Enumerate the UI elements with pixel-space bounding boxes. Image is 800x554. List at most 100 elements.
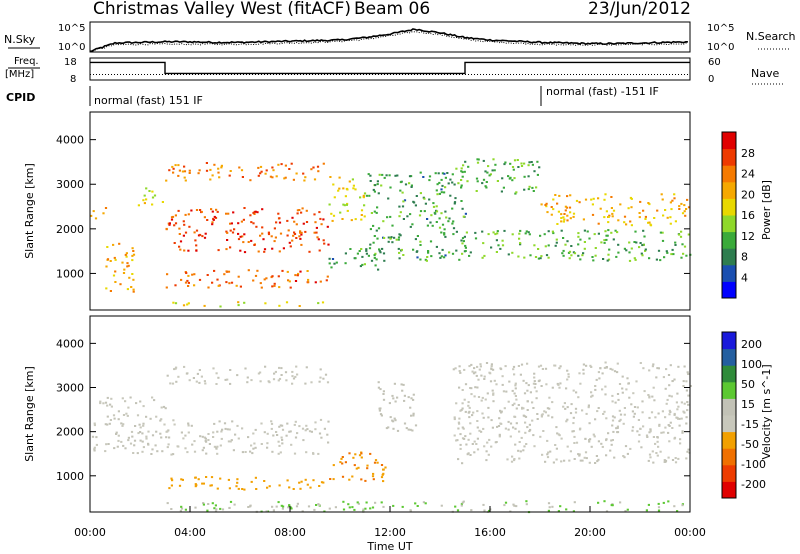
heatmap-cell bbox=[253, 442, 256, 445]
heatmap-cell bbox=[528, 423, 531, 426]
heatmap-cell bbox=[285, 379, 288, 382]
heatmap-cell bbox=[557, 510, 560, 513]
heatmap-cell bbox=[277, 212, 280, 215]
nsky-series-line bbox=[89, 28, 688, 52]
heatmap-cell bbox=[579, 258, 582, 261]
heatmap-cell bbox=[660, 431, 663, 434]
heatmap-cell bbox=[304, 230, 307, 233]
heatmap-cell bbox=[578, 201, 581, 204]
heatmap-cell bbox=[446, 172, 449, 174]
heatmap-cell bbox=[293, 423, 296, 426]
heatmap-cell bbox=[444, 210, 447, 213]
heatmap-cell bbox=[520, 436, 523, 439]
heatmap-cell bbox=[607, 432, 610, 435]
heatmap-cell bbox=[543, 410, 546, 413]
heatmap-cell bbox=[170, 218, 174, 221]
heatmap-cell bbox=[411, 223, 414, 226]
heatmap-cell bbox=[207, 503, 210, 505]
heatmap-cell bbox=[187, 249, 190, 252]
nsky-tick-low: 10^0 bbox=[58, 42, 85, 53]
heatmap-cell bbox=[360, 452, 363, 455]
heatmap-cell bbox=[564, 205, 567, 208]
heatmap-cell bbox=[300, 231, 303, 234]
heatmap-cell bbox=[490, 368, 493, 371]
heatmap-cell bbox=[597, 232, 600, 235]
heatmap-cell bbox=[155, 415, 158, 418]
heatmap-cell bbox=[284, 371, 288, 374]
heatmap-cell bbox=[649, 456, 652, 459]
heatmap-cell bbox=[577, 243, 580, 246]
heatmap-cell bbox=[156, 450, 159, 453]
heatmap-cell bbox=[568, 459, 571, 462]
heatmap-cell bbox=[538, 166, 541, 169]
heatmap-cell bbox=[190, 424, 193, 427]
heatmap-cell bbox=[213, 507, 216, 510]
heatmap-cell bbox=[389, 186, 392, 189]
heatmap-cell bbox=[105, 287, 108, 290]
heatmap-cell bbox=[523, 188, 526, 191]
heatmap-cell bbox=[687, 448, 690, 451]
heatmap-cell bbox=[682, 380, 685, 383]
heatmap-cell bbox=[560, 213, 563, 216]
heatmap-cell bbox=[672, 253, 675, 256]
heatmap-cell bbox=[400, 248, 403, 251]
heatmap-cell bbox=[195, 249, 198, 252]
heatmap-cell bbox=[551, 505, 554, 508]
colorbar-swatch bbox=[722, 348, 736, 366]
heatmap-cell bbox=[170, 477, 173, 480]
heatmap-cell bbox=[281, 507, 284, 510]
heatmap-cell bbox=[194, 239, 197, 242]
heatmap-cell bbox=[458, 258, 461, 261]
heatmap-cell bbox=[429, 221, 432, 224]
heatmap-cell bbox=[573, 458, 576, 460]
power-ylabel: Slant Range [km] bbox=[23, 163, 36, 259]
heatmap-cell bbox=[172, 301, 175, 304]
y-tick-label: 1000 bbox=[56, 267, 84, 280]
heatmap-cell bbox=[511, 166, 515, 168]
heatmap-cell bbox=[102, 212, 105, 215]
heatmap-cell bbox=[203, 216, 206, 219]
heatmap-cell bbox=[174, 367, 177, 370]
heatmap-cell bbox=[463, 170, 466, 173]
heatmap-cell bbox=[225, 281, 228, 284]
heatmap-cell bbox=[528, 161, 531, 164]
heatmap-cell bbox=[261, 232, 264, 235]
heatmap-cell bbox=[141, 450, 144, 453]
heatmap-cell bbox=[247, 506, 250, 508]
heatmap-cell bbox=[131, 273, 134, 275]
heatmap-cell bbox=[215, 383, 218, 385]
heatmap-cell bbox=[629, 447, 632, 450]
heatmap-cell bbox=[570, 254, 573, 257]
heatmap-cell bbox=[522, 449, 525, 452]
heatmap-cell bbox=[520, 162, 523, 165]
heatmap-cell bbox=[440, 255, 443, 258]
heatmap-cell bbox=[109, 260, 112, 262]
heatmap-cell bbox=[637, 419, 640, 421]
heatmap-cell bbox=[195, 244, 198, 247]
heatmap-cell bbox=[297, 272, 300, 275]
heatmap-cell bbox=[526, 400, 529, 403]
heatmap-cell bbox=[537, 248, 540, 250]
nave-tick-high: 60 bbox=[708, 57, 721, 68]
heatmap-cell bbox=[655, 376, 658, 379]
heatmap-cell bbox=[161, 201, 164, 203]
heatmap-cell bbox=[460, 170, 463, 173]
heatmap-cell bbox=[444, 176, 447, 179]
heatmap-cell bbox=[305, 221, 309, 223]
heatmap-cell bbox=[631, 410, 634, 413]
heatmap-cell bbox=[686, 401, 689, 403]
y-tick-label: 1000 bbox=[56, 470, 84, 483]
heatmap-cell bbox=[229, 170, 232, 172]
heatmap-cell bbox=[595, 378, 598, 381]
heatmap-cell bbox=[525, 503, 528, 506]
heatmap-cell bbox=[314, 421, 317, 424]
heatmap-cell bbox=[216, 278, 219, 281]
heatmap-cell bbox=[220, 437, 223, 440]
heatmap-cell bbox=[137, 204, 140, 207]
heatmap-cell bbox=[619, 413, 623, 416]
heatmap-cell bbox=[197, 172, 200, 175]
heatmap-cell bbox=[555, 426, 558, 429]
heatmap-cell bbox=[237, 487, 240, 490]
heatmap-cell bbox=[481, 230, 484, 233]
heatmap-cell bbox=[148, 190, 151, 192]
